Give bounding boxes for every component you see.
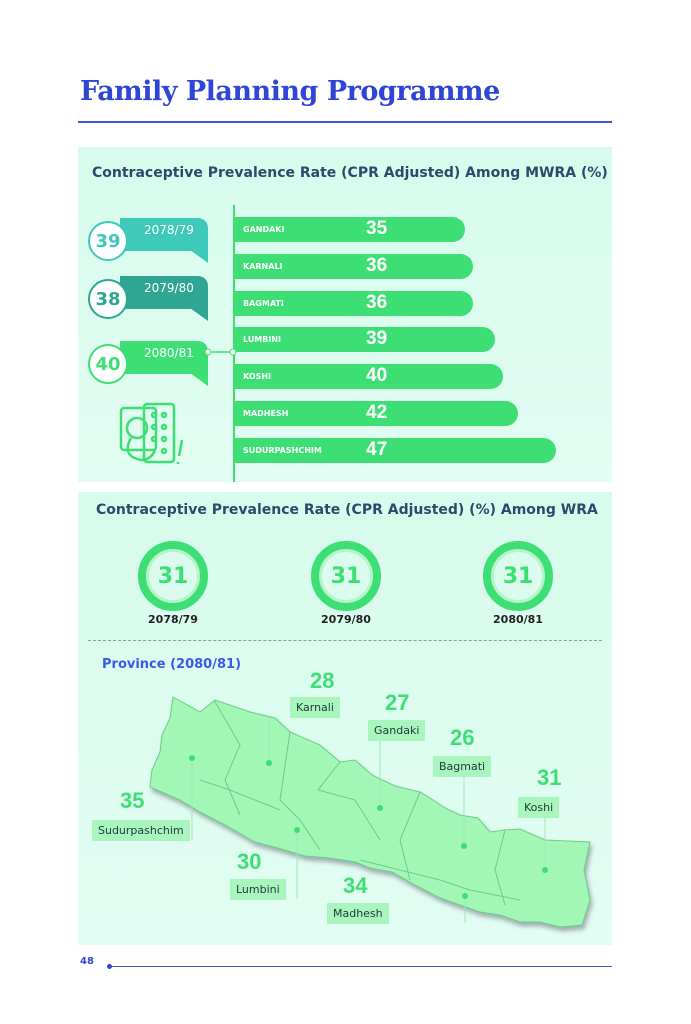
year-label: 2080/81 — [144, 346, 194, 360]
bar-sudurpashchim — [233, 437, 557, 463]
bar-label: LUMBINI — [243, 335, 282, 345]
province-label: Sudurpashchim — [92, 820, 190, 841]
contraceptive-pills-icon — [119, 402, 184, 464]
year-label: 2079/80 — [144, 281, 194, 295]
wra-donut: 31 — [138, 541, 208, 611]
bar-value: 36 — [366, 254, 388, 276]
bar-koshi — [233, 364, 503, 390]
year-tag: 2080/81 — [120, 341, 208, 374]
page-title: Family Planning Programme — [80, 76, 500, 107]
bar-madhesh — [233, 401, 519, 426]
province-marker — [189, 755, 195, 761]
province-label: Karnali — [290, 697, 340, 718]
bar-value: 35 — [366, 218, 388, 239]
bar-gandaki — [233, 217, 465, 242]
bar-label: KARNALI — [243, 261, 283, 271]
year-value-circle: 38 — [88, 279, 128, 319]
bar-label: MADHESH — [243, 409, 289, 418]
province-label: Koshi — [518, 797, 560, 818]
wra-year: 2080/81 — [493, 613, 543, 626]
province-marker — [377, 805, 383, 811]
title-rule — [78, 121, 612, 123]
page-number: 48 — [80, 956, 94, 967]
province-marker — [462, 893, 468, 899]
tag-tail — [190, 373, 208, 386]
province-value: 34 — [343, 873, 368, 898]
tag-tail — [190, 250, 208, 263]
year-tag: 2079/80 — [120, 276, 208, 309]
year-label: 2078/79 — [144, 223, 194, 237]
bar-label: KOSHI — [243, 372, 272, 382]
province-label: Bagmati — [433, 756, 492, 777]
province-marker — [266, 760, 272, 766]
wra-donut: 31 — [483, 541, 553, 611]
province-value: 31 — [537, 765, 562, 790]
wra-year: 2079/80 — [321, 613, 371, 626]
map-title: Province (2080/81) — [102, 657, 242, 672]
bar-value: 47 — [366, 438, 388, 460]
year-tag: 2078/79 — [120, 218, 208, 251]
province-marker — [294, 827, 300, 833]
bar-label: GANDAKI — [243, 225, 285, 234]
province-value: 35 — [120, 788, 145, 813]
province-marker — [461, 843, 467, 849]
mwra-title: Contraceptive Prevalence Rate (CPR Adjus… — [92, 165, 608, 181]
footer-dot — [107, 964, 112, 969]
province-value: 27 — [385, 690, 410, 715]
bar-value: 39 — [366, 328, 388, 350]
bar-label: SUDURPASHCHIM — [243, 445, 322, 455]
wra-donut: 31 — [311, 541, 381, 611]
province-value: 26 — [450, 725, 475, 750]
wra-title: Contraceptive Prevalence Rate (CPR Adjus… — [96, 502, 598, 518]
bar-label: BAGMATI — [243, 298, 284, 308]
bar-karnali — [233, 253, 473, 279]
province-label: Madhesh — [327, 903, 389, 924]
connector-line — [204, 348, 237, 356]
bar-bagmati — [233, 290, 473, 316]
year-value-circle: 40 — [88, 344, 128, 384]
year-value-circle: 39 — [88, 221, 128, 261]
province-value: 30 — [237, 849, 262, 874]
bar-value: 36 — [366, 291, 388, 313]
province-label: Gandaki — [368, 720, 426, 741]
footer-rule — [108, 966, 612, 967]
dashed-divider — [88, 640, 602, 641]
bar-value: 40 — [366, 365, 388, 387]
province-value: 28 — [310, 668, 335, 693]
bar-value: 42 — [366, 402, 388, 423]
province-label: Lumbini — [230, 879, 286, 900]
tag-tail — [190, 308, 208, 321]
wra-year: 2078/79 — [148, 613, 198, 626]
province-marker — [542, 867, 548, 873]
bar-lumbini — [233, 327, 496, 353]
